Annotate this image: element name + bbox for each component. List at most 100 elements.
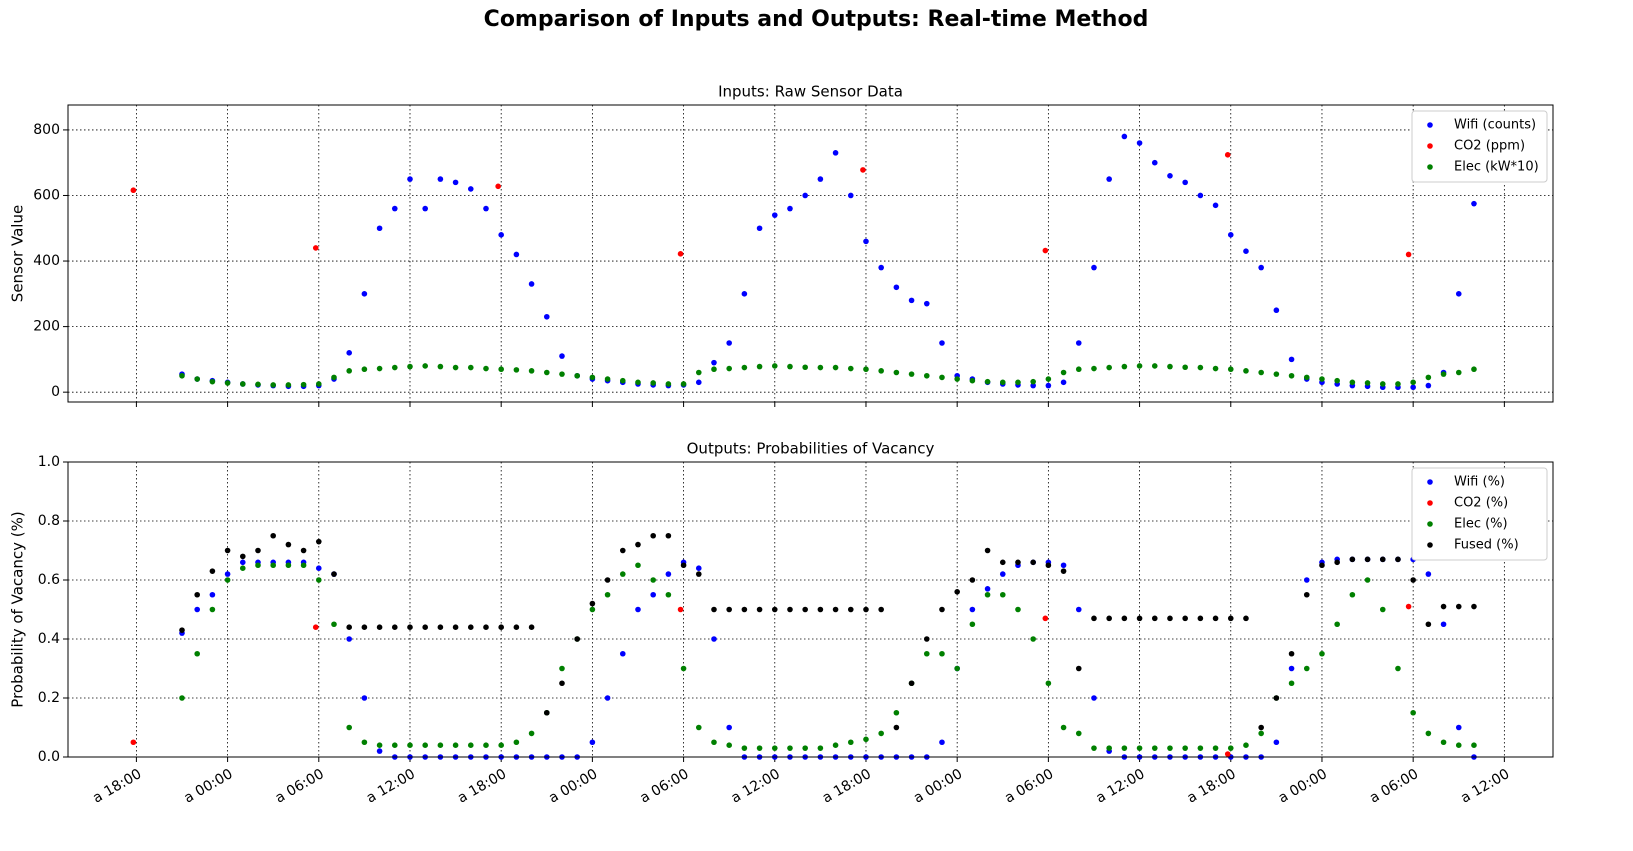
point <box>619 571 626 577</box>
point <box>726 340 732 346</box>
point <box>1045 376 1052 382</box>
point <box>209 606 216 613</box>
point <box>771 745 778 751</box>
point <box>908 297 915 304</box>
point <box>483 365 489 372</box>
point <box>787 606 793 613</box>
point <box>346 724 352 731</box>
point <box>528 730 535 737</box>
point <box>847 365 854 372</box>
point <box>483 742 489 748</box>
point <box>619 650 626 657</box>
point <box>726 365 732 372</box>
point <box>1471 200 1477 207</box>
point <box>194 376 200 382</box>
point <box>939 374 945 381</box>
point <box>391 364 398 371</box>
point <box>1136 615 1143 622</box>
point <box>1060 562 1067 569</box>
point <box>863 606 869 613</box>
point <box>1151 363 1158 369</box>
point <box>1136 363 1143 369</box>
point <box>1091 695 1097 701</box>
point <box>695 724 702 731</box>
point <box>1425 571 1432 577</box>
point <box>665 532 672 539</box>
point <box>1410 379 1416 386</box>
point <box>312 245 319 251</box>
point <box>1349 379 1356 386</box>
point <box>771 363 778 369</box>
point <box>543 313 550 320</box>
point <box>832 742 839 748</box>
point <box>1303 374 1310 381</box>
point <box>1060 724 1067 731</box>
point <box>1395 665 1401 672</box>
point <box>863 736 869 743</box>
point <box>224 547 231 554</box>
point <box>1224 152 1231 158</box>
point <box>756 225 763 232</box>
point <box>1303 577 1310 583</box>
point <box>650 380 656 386</box>
point <box>650 591 656 598</box>
point <box>635 379 641 386</box>
point <box>361 695 368 701</box>
point <box>619 377 626 384</box>
point <box>528 281 535 287</box>
point <box>270 532 276 539</box>
point <box>331 571 337 577</box>
point <box>1151 615 1158 622</box>
point <box>1288 680 1295 687</box>
point <box>495 183 501 190</box>
point <box>1212 615 1219 622</box>
point <box>680 381 687 387</box>
subplot-title: Inputs: Raw Sensor Data <box>718 83 903 101</box>
point <box>1440 371 1447 377</box>
legend-marker <box>1427 542 1433 548</box>
point <box>1182 745 1188 751</box>
legend-label: Fused (%) <box>1454 538 1519 553</box>
point <box>574 636 580 642</box>
point <box>1273 695 1280 701</box>
point <box>209 568 216 574</box>
point <box>1136 745 1143 751</box>
point <box>391 205 398 212</box>
point <box>939 340 945 346</box>
point <box>802 606 808 613</box>
point <box>1060 568 1067 574</box>
point <box>391 742 398 748</box>
point <box>1258 264 1264 271</box>
point <box>1243 742 1249 748</box>
point <box>361 291 368 297</box>
point <box>1319 562 1325 569</box>
point <box>1303 665 1310 672</box>
point <box>969 577 976 583</box>
point <box>1379 381 1386 387</box>
point <box>407 363 413 370</box>
point <box>1410 384 1416 391</box>
point <box>741 364 748 371</box>
point <box>1288 650 1295 657</box>
point <box>1243 615 1249 622</box>
point <box>1167 173 1173 179</box>
point <box>1197 745 1204 751</box>
legend-marker <box>1427 164 1433 170</box>
point <box>194 591 200 598</box>
point <box>954 665 960 672</box>
point <box>498 366 504 373</box>
point <box>1045 382 1052 389</box>
point <box>1455 369 1462 376</box>
point <box>513 251 520 258</box>
point <box>239 553 246 560</box>
point <box>1410 577 1416 583</box>
legend-label: Wifi (counts) <box>1454 118 1536 133</box>
point <box>528 624 535 630</box>
point <box>437 176 444 182</box>
point <box>1121 615 1128 622</box>
subplot-title: Outputs: Probabilities of Vacancy <box>687 440 935 458</box>
point <box>1334 621 1340 628</box>
point <box>1224 751 1231 757</box>
point <box>498 742 504 748</box>
point <box>1197 615 1204 622</box>
